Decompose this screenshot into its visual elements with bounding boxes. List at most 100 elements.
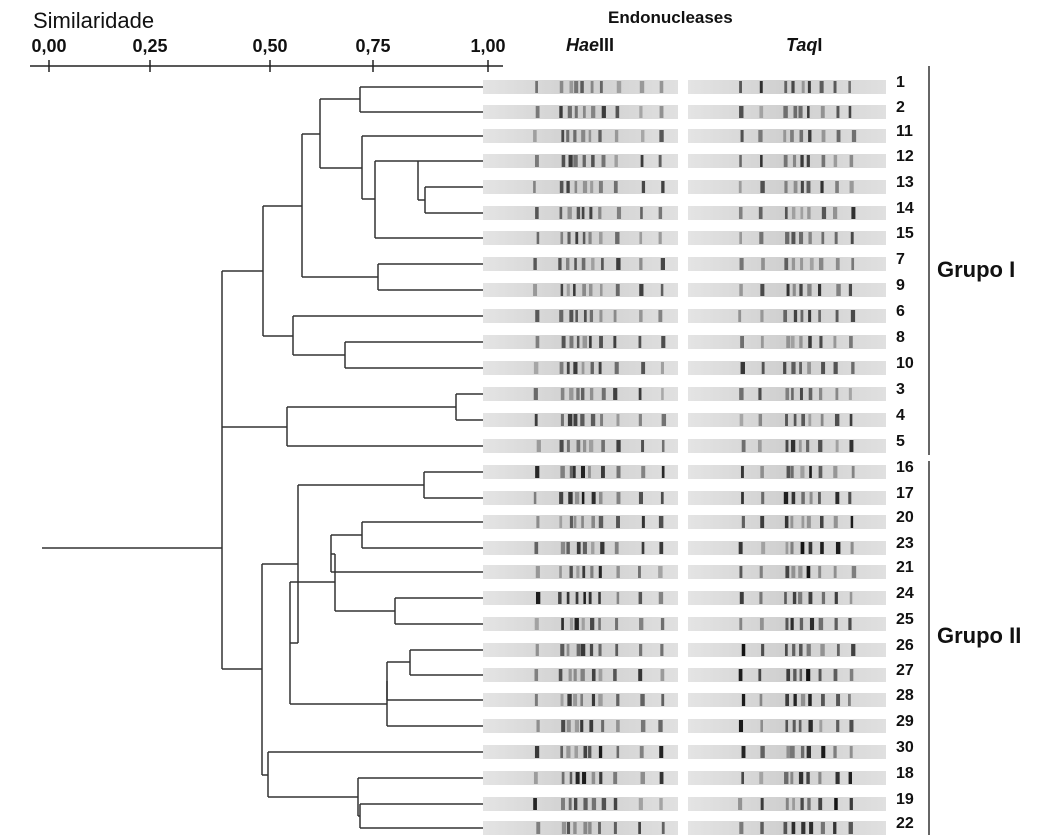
haeiii-band (616, 440, 621, 452)
lane-label: 15 (896, 225, 914, 242)
haeiii-band (534, 746, 540, 758)
taqi-band (784, 772, 789, 784)
taqi-band (835, 388, 839, 400)
taqi-band (739, 566, 743, 578)
taqi-band (820, 542, 824, 554)
taqi-band (808, 388, 813, 400)
taqi-band (808, 414, 812, 426)
taqi-band (833, 822, 837, 834)
taqi-band (785, 542, 789, 554)
taqi-band (800, 694, 806, 706)
haeiii-band (660, 284, 664, 296)
taqi-band (792, 284, 796, 296)
haeiii-band (580, 81, 584, 93)
haeiii-band (567, 414, 573, 426)
taqi-band (849, 798, 853, 810)
haeiii-band (616, 258, 621, 270)
haeiii-gel-lane (483, 565, 678, 579)
haeiii-band (588, 466, 591, 478)
haeiii-band (559, 310, 564, 322)
taqi-band (783, 822, 788, 834)
lane-label: 22 (896, 815, 914, 832)
taqi-band (740, 130, 744, 142)
taqi-band (759, 772, 764, 784)
haeiii-band (641, 181, 646, 193)
haeiii-gel-lane (483, 105, 678, 119)
taqi-band (760, 155, 763, 167)
haeiii-band (639, 258, 643, 270)
haeiii-band (639, 746, 644, 758)
lane-label: 12 (896, 148, 914, 165)
haeiii-band (560, 466, 565, 478)
haeiii-band (598, 492, 603, 504)
taqi-band (848, 772, 853, 784)
lane-label: 2 (896, 99, 905, 116)
taqi-band (791, 81, 795, 93)
haeiii-band (535, 566, 540, 578)
haeiii-band (658, 566, 663, 578)
haeiii-band (583, 746, 588, 758)
haeiii-band (598, 516, 604, 528)
haeiii-band (616, 492, 621, 504)
taqi-band (783, 155, 788, 167)
taqi-band (741, 516, 745, 528)
haeiii-band (639, 232, 643, 244)
haeiii-band (660, 669, 665, 681)
taqi-band (786, 284, 790, 296)
scale-tick-label: 1,00 (470, 36, 506, 56)
taqi-band (785, 414, 788, 426)
haeiii-band (660, 618, 665, 630)
taqi-band (786, 336, 791, 348)
taqi-band (783, 362, 787, 374)
lane-label: 9 (896, 277, 905, 294)
haeiii-band (573, 130, 577, 142)
haeiii-band (559, 566, 562, 578)
haeiii-band (575, 592, 579, 604)
haeiii-band (581, 207, 585, 219)
haeiii-band (533, 492, 537, 504)
haeiii-band (569, 388, 574, 400)
haeiii-band (582, 542, 587, 554)
haeiii-band (660, 492, 664, 504)
haeiii-band (590, 618, 595, 630)
taqi-band (818, 258, 824, 270)
taqi-band (801, 492, 805, 504)
haeiii-band (580, 669, 585, 681)
haeiii-band (588, 746, 592, 758)
taqi-band (798, 566, 803, 578)
haeiii-gel-lane (483, 617, 678, 631)
haeiii-band (533, 181, 536, 193)
taqi-band (809, 258, 814, 270)
taqi-band (758, 207, 763, 219)
taqi-band (739, 414, 744, 426)
haeiii-band (567, 694, 572, 706)
taqi-band (799, 618, 804, 630)
haeiii-band (533, 798, 537, 810)
haeiii-band (616, 81, 622, 93)
haeiii-band (613, 822, 617, 834)
haeiii-band (561, 720, 566, 732)
taqi-band (741, 694, 746, 706)
lane-label: 27 (896, 662, 914, 679)
haeiii-band (558, 592, 562, 604)
haeiii-band (599, 336, 603, 348)
haeiii-band (601, 720, 605, 732)
haeiii-band (581, 130, 586, 142)
taqi-band (741, 440, 746, 452)
taqi-band (848, 492, 852, 504)
taqi-band (851, 362, 855, 374)
haeiii-band (533, 772, 538, 784)
lane-label: 29 (896, 713, 914, 730)
taqi-band (760, 720, 763, 732)
taqi-band (808, 310, 812, 322)
taqi-band (799, 336, 803, 348)
haeiii-band (583, 440, 587, 452)
taqi-band (851, 644, 856, 656)
haeiii-band (638, 798, 643, 810)
haeiii-band (534, 669, 539, 681)
haeiii-band (581, 516, 584, 528)
taqi-band (760, 284, 765, 296)
lane-label: 18 (896, 765, 914, 782)
haeiii-band (535, 207, 539, 219)
taqi-band (739, 822, 744, 834)
